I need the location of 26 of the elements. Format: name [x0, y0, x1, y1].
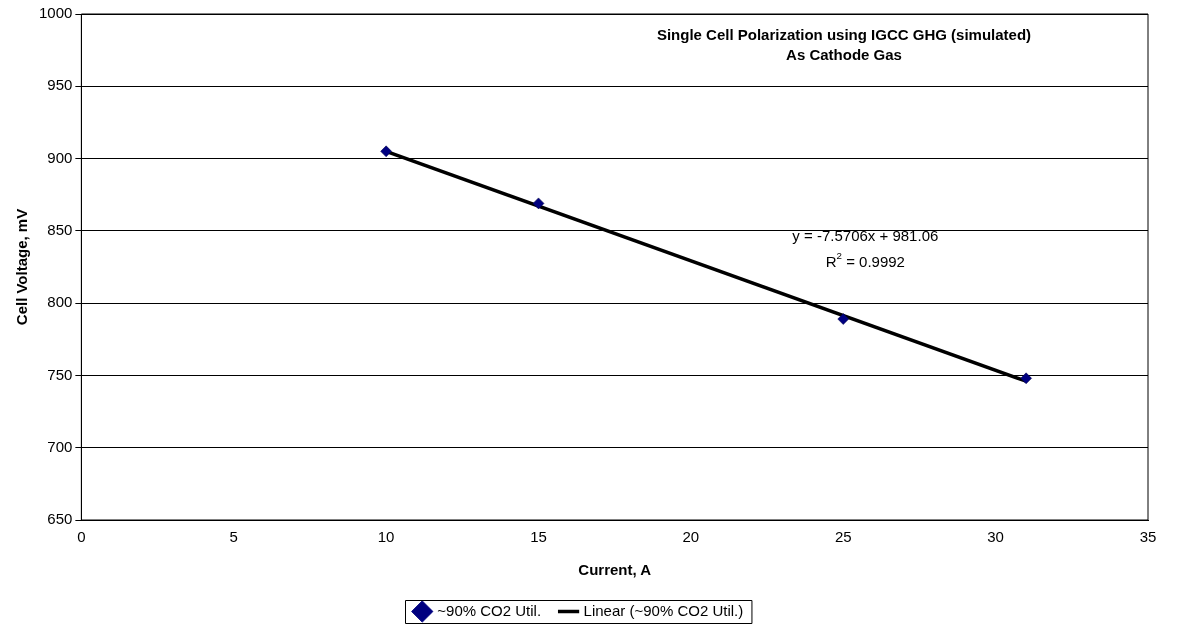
- x-tick-label: 0: [77, 528, 86, 546]
- x-tick-label: 35: [1139, 528, 1157, 546]
- x-tick-label: 25: [834, 528, 852, 546]
- y-tick-label: 800: [47, 293, 73, 311]
- y-tick-label: 900: [47, 148, 73, 166]
- text: Single Cell Polarization using IGCC GHG (simulated) As Cathode Gas: [656, 26, 1032, 64]
- legend-label: Linear (~90% CO2 Util.): [583, 601, 744, 619]
- point: [1020, 372, 1032, 385]
- point: [837, 313, 849, 325]
- y-tick-label: 750: [47, 365, 73, 383]
- y-tick-label: 950: [47, 76, 73, 94]
- y-tick-label: 850: [47, 221, 73, 238]
- x-tick-label: 10: [377, 528, 395, 546]
- legend-label: ~90% CO2 Util.: [437, 601, 542, 619]
- x-tick-label: 15: [530, 528, 547, 546]
- point: [380, 145, 392, 158]
- annotation: y = -7.5706x + 981.06: [792, 226, 939, 244]
- point: [532, 197, 545, 210]
- y-tick-label: 700: [47, 437, 73, 455]
- x-tick-label: 20: [682, 528, 700, 546]
- y-tick-label: 1000: [38, 4, 73, 22]
- x-axis-title: Current, A: [578, 561, 652, 579]
- x-tick-label: 30: [987, 528, 1004, 546]
- x-tick-label: 5: [229, 528, 238, 546]
- y-tick-label: 650: [47, 510, 73, 528]
- y-axis-title: Cell Voltage, mV: [13, 208, 31, 326]
